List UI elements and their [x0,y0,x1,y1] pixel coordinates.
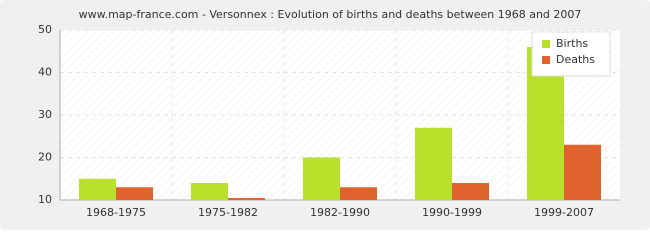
bar [415,127,452,200]
chart: www.map-france.com - Versonnex : Evoluti… [0,0,650,230]
bar [79,178,116,200]
y-tick-label: 40 [38,66,52,79]
y-tick-label: 10 [38,193,52,206]
bar [116,187,153,200]
x-tick-label: 1982-1990 [310,206,370,219]
x-tick-label: 1975-1982 [198,206,258,219]
y-tick-label: 20 [38,151,52,164]
bar [340,187,377,200]
bar [564,144,601,200]
x-tick-label: 1968-1975 [86,206,146,219]
y-tick-label: 50 [38,23,52,36]
legend-swatch [542,56,550,64]
legend-box [531,31,611,77]
x-tick-label: 1999-2007 [534,206,594,219]
chart-title: www.map-france.com - Versonnex : Evoluti… [79,8,582,21]
bar [452,183,489,200]
y-tick-label: 30 [38,108,52,121]
x-tick-label: 1990-1999 [422,206,482,219]
bar [228,198,265,200]
legend-label: Deaths [556,53,595,66]
bar [303,157,340,200]
legend-label: Births [556,37,588,50]
legend-swatch [542,40,550,48]
bar [191,183,228,200]
